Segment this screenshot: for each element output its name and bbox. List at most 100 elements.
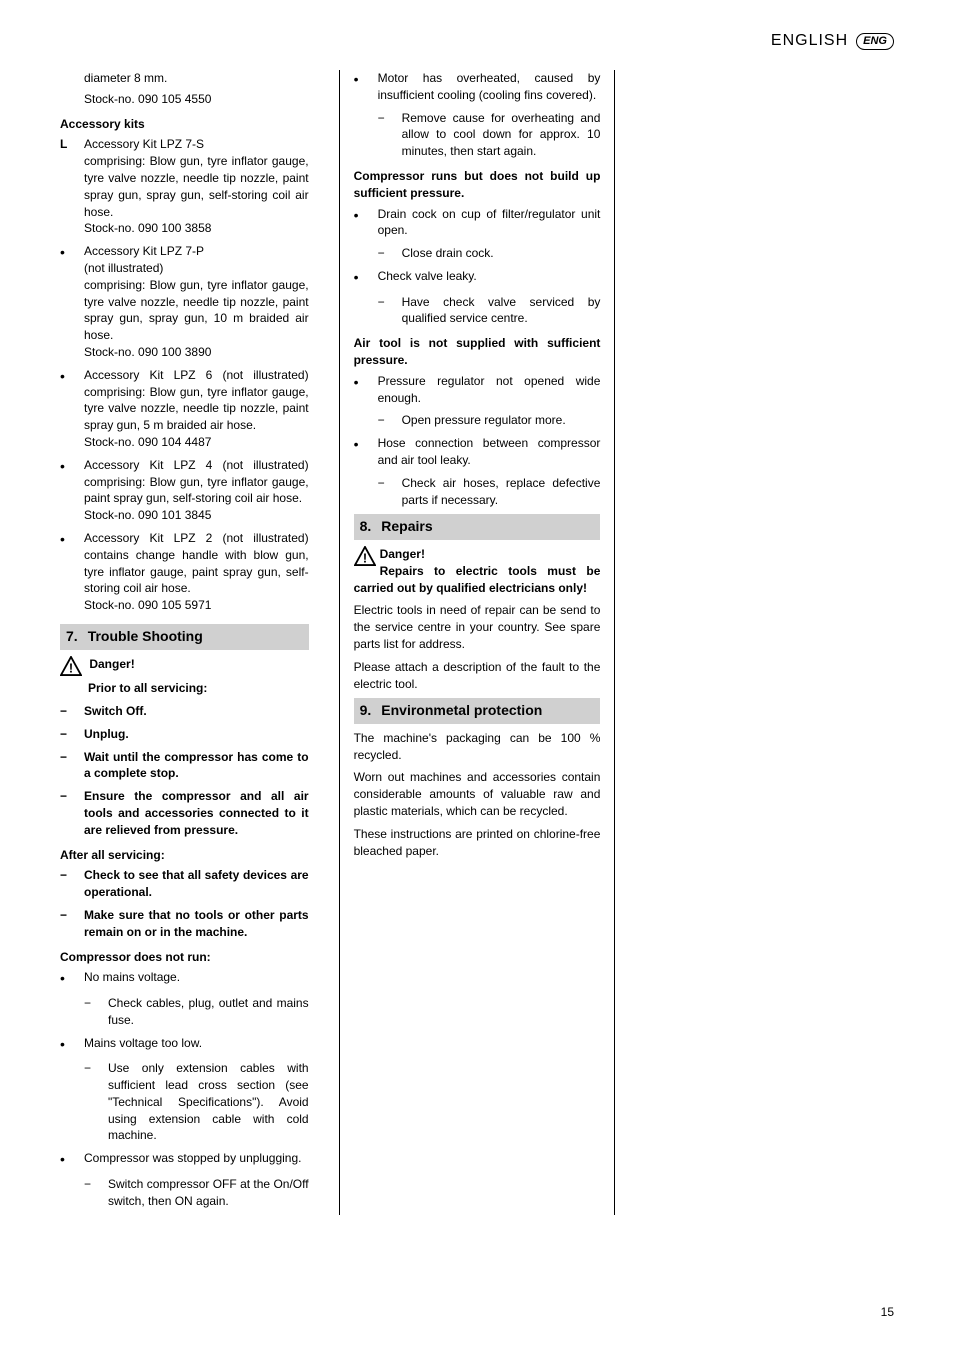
prob-sub-text: Close drain cock.: [402, 245, 601, 262]
header-badge: ENG: [856, 33, 894, 50]
dash-icon: −: [378, 110, 402, 160]
prior-item: −Unplug.: [60, 726, 309, 743]
svg-text:!: !: [69, 660, 73, 675]
bullet-icon: •: [60, 530, 84, 614]
prior-item: −Switch Off.: [60, 703, 309, 720]
danger-2-text: Repairs to electric tools must be carrie…: [354, 564, 601, 595]
section-7-heading: 7.Trouble Shooting: [60, 624, 309, 650]
kit-item: • Accessory Kit LPZ 7-P (not illustrated…: [60, 243, 309, 361]
dash-icon: −: [60, 907, 84, 941]
prior-text: Wait until the compressor has come to a …: [84, 749, 309, 783]
prob-text: Hose connection between compressor and a…: [378, 435, 601, 469]
danger-2-title: Danger!: [380, 547, 425, 561]
prob-item: •Mains voltage too low.: [60, 1035, 309, 1055]
bullet-icon: •: [354, 373, 378, 407]
column-2: •Motor has overheated, caused by insuffi…: [339, 70, 616, 1215]
prob-text: Motor has overheated, caused by insuffic…: [378, 70, 601, 104]
bullet-icon: •: [60, 1035, 84, 1055]
page-number: 15: [881, 1304, 894, 1321]
kit-item: • Accessory Kit LPZ 6 (not illustrated) …: [60, 367, 309, 451]
dash-icon: −: [60, 867, 84, 901]
prob-sub-text: Check air hoses, replace defective parts…: [402, 475, 601, 509]
repairs-para-1: Electric tools in need of repair can be …: [354, 602, 601, 652]
content-columns: diameter 8 mm. Stock-no. 090 105 4550 Ac…: [60, 70, 894, 1215]
kit-text: Accessory Kit LPZ 7-P (not illustrated) …: [84, 243, 309, 361]
bullet-icon: •: [60, 1150, 84, 1170]
danger-warning-2: ! Danger! Repairs to electric tools must…: [354, 546, 601, 596]
section-7-number: 7.: [66, 628, 78, 644]
bullet-icon: •: [354, 268, 378, 288]
page-header: ENGLISH ENG: [771, 30, 894, 52]
prob-text: Pressure regulator not opened wide enoug…: [378, 373, 601, 407]
prob-text: Mains voltage too low.: [84, 1035, 309, 1055]
prob-item: •Drain cock on cup of filter/regulator u…: [354, 206, 601, 240]
prob-sub-item: −Have check valve serviced by qualified …: [354, 294, 601, 328]
prob-item: •Compressor was stopped by unplugging.: [60, 1150, 309, 1170]
bullet-icon: •: [60, 969, 84, 989]
warning-triangle-icon: !: [60, 656, 82, 681]
prior-text: Ensure the compressor and all air tools …: [84, 788, 309, 838]
prob-sub-item: −Remove cause for overheating and allow …: [354, 110, 601, 160]
column-3: [645, 70, 894, 1215]
prob-sub-item: −Switch compressor OFF at the On/Off swi…: [60, 1176, 309, 1210]
prob-text: No mains voltage.: [84, 969, 309, 989]
env-para-3: These instructions are printed on chlori…: [354, 826, 601, 860]
warning-triangle-icon: !: [354, 546, 376, 571]
dash-icon: −: [60, 726, 84, 743]
after-servicing-heading: After all servicing:: [60, 847, 309, 864]
section-9-number: 9.: [360, 702, 372, 718]
prob-sub-item: −Use only extension cables with sufficie…: [60, 1060, 309, 1144]
kit-text: Accessory Kit LPZ 2 (not illustrated) co…: [84, 530, 309, 614]
danger-title: Danger!: [89, 657, 134, 671]
problem-1-heading: Compressor does not run:: [60, 949, 309, 966]
prob-sub-text: Have check valve serviced by qualified s…: [402, 294, 601, 328]
header-language: ENGLISH: [771, 30, 848, 52]
after-text: Make sure that no tools or other parts r…: [84, 907, 309, 941]
bullet-icon: •: [354, 435, 378, 469]
prob-text: Compressor was stopped by unplugging.: [84, 1150, 309, 1170]
prior-text: Switch Off.: [84, 703, 309, 720]
dash-icon: −: [84, 995, 108, 1029]
section-8-heading: 8. Repairs: [354, 514, 601, 540]
dash-icon: −: [84, 1176, 108, 1210]
dash-icon: −: [378, 294, 402, 328]
dash-icon: −: [60, 703, 84, 720]
kit-text: Accessory Kit LPZ 4 (not illustrated) co…: [84, 457, 309, 524]
kit-L-label: L: [60, 136, 84, 237]
bullet-icon: •: [354, 206, 378, 240]
prob-text: Check valve leaky.: [378, 268, 601, 288]
section-9-title: Environmetal protection: [381, 702, 542, 718]
repairs-para-2: Please attach a description of the fault…: [354, 659, 601, 693]
svg-text:!: !: [362, 550, 366, 565]
accessory-kits-heading: Accessory kits: [60, 116, 309, 133]
bullet-icon: •: [354, 70, 378, 104]
prob-sub-text: Remove cause for overheating and allow t…: [402, 110, 601, 160]
section-9-heading: 9. Environmetal protection: [354, 698, 601, 724]
kit-L: L Accessory Kit LPZ 7-S comprising: Blow…: [60, 136, 309, 237]
prob-sub-text: Check cables, plug, outlet and mains fus…: [108, 995, 309, 1029]
problem-3-heading: Air tool is not supplied with sufficient…: [354, 335, 601, 369]
kit-item: • Accessory Kit LPZ 4 (not illustrated) …: [60, 457, 309, 524]
prob-text: Drain cock on cup of filter/regulator un…: [378, 206, 601, 240]
column-1: diameter 8 mm. Stock-no. 090 105 4550 Ac…: [60, 70, 309, 1215]
prob-sub-text: Open pressure regulator more.: [402, 412, 601, 429]
bullet-icon: •: [60, 243, 84, 361]
section-8-number: 8.: [360, 518, 372, 534]
bullet-icon: •: [60, 457, 84, 524]
after-item: −Check to see that all safety devices ar…: [60, 867, 309, 901]
problem-2-heading: Compressor runs but does not build up su…: [354, 168, 601, 202]
prob-item: •Check valve leaky.: [354, 268, 601, 288]
env-para-2: Worn out machines and accessories contai…: [354, 769, 601, 819]
prior-text: Unplug.: [84, 726, 309, 743]
after-text: Check to see that all safety devices are…: [84, 867, 309, 901]
prob-sub-text: Switch compressor OFF at the On/Off swit…: [108, 1176, 309, 1210]
kit-item: • Accessory Kit LPZ 2 (not illustrated) …: [60, 530, 309, 614]
prob-item: •Hose connection between compressor and …: [354, 435, 601, 469]
prob-item: •Pressure regulator not opened wide enou…: [354, 373, 601, 407]
prob-sub-text: Use only extension cables with sufficien…: [108, 1060, 309, 1144]
danger-warning-1: ! Danger! Prior to all servicing:: [60, 656, 309, 698]
section-8-title: Repairs: [381, 518, 432, 534]
danger-subtitle: Prior to all servicing:: [88, 681, 207, 695]
prob-item: •Motor has overheated, caused by insuffi…: [354, 70, 601, 104]
pre-text-1: diameter 8 mm.: [84, 70, 309, 87]
